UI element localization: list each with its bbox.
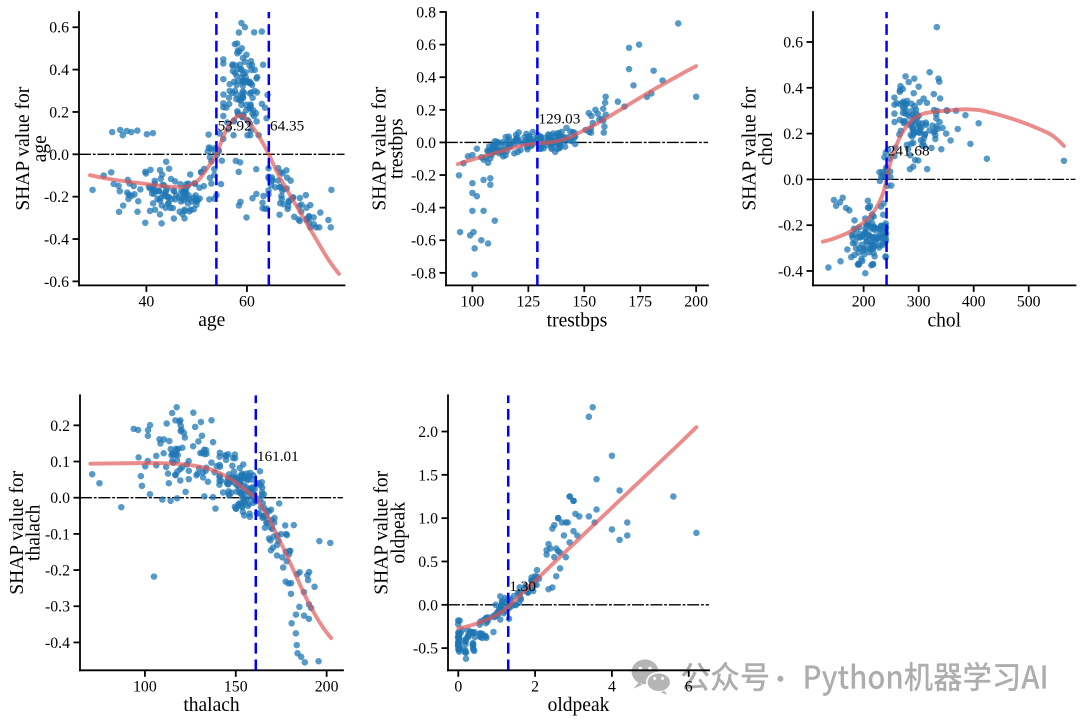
svg-text:175: 175 [628, 293, 652, 310]
svg-text:100: 100 [133, 678, 157, 695]
svg-text:1.5: 1.5 [418, 467, 438, 484]
svg-text:trestbps: trestbps [387, 118, 408, 179]
svg-text:53.92: 53.92 [218, 117, 252, 134]
svg-text:0.8: 0.8 [416, 4, 436, 21]
svg-text:100: 100 [461, 293, 485, 310]
svg-text:400: 400 [962, 293, 986, 310]
svg-text:-0.8: -0.8 [411, 265, 436, 282]
svg-text:129.03: 129.03 [539, 110, 581, 127]
svg-text:-0.2: -0.2 [411, 168, 436, 185]
svg-text:161.01: 161.01 [257, 448, 299, 465]
svg-text:60: 60 [239, 293, 255, 310]
svg-text:chol: chol [927, 310, 961, 331]
svg-text:241.68: 241.68 [888, 143, 930, 160]
svg-text:oldpeak: oldpeak [388, 502, 409, 564]
svg-text:200: 200 [852, 293, 876, 310]
svg-text:-0.4: -0.4 [411, 200, 436, 217]
svg-text:age: age [30, 135, 51, 162]
svg-text:SHAP value for: SHAP value for [7, 470, 28, 594]
svg-text:0.0: 0.0 [783, 172, 803, 189]
svg-text:40: 40 [138, 293, 154, 310]
svg-text:0.6: 0.6 [783, 34, 803, 51]
svg-text:0.6: 0.6 [416, 37, 436, 54]
svg-text:4: 4 [608, 678, 616, 695]
svg-text:0.0: 0.0 [416, 135, 436, 152]
svg-text:-0.2: -0.2 [778, 218, 803, 235]
svg-text:SHAP value for: SHAP value for [371, 470, 392, 594]
svg-text:-0.4: -0.4 [45, 635, 70, 652]
svg-text:0.0: 0.0 [49, 147, 69, 164]
svg-text:SHAP value for: SHAP value for [13, 86, 34, 210]
svg-text:-0.4: -0.4 [778, 263, 803, 280]
svg-text:0.4: 0.4 [416, 70, 436, 87]
svg-text:chol: chol [756, 131, 777, 165]
svg-text:0.2: 0.2 [49, 104, 69, 121]
svg-text:0: 0 [454, 678, 462, 695]
svg-text:thalach: thalach [24, 504, 45, 561]
svg-text:0.4: 0.4 [783, 80, 803, 97]
svg-text:2.0: 2.0 [418, 424, 438, 441]
svg-text:age: age [198, 310, 225, 331]
svg-text:0.4: 0.4 [49, 62, 69, 79]
svg-text:0.2: 0.2 [783, 126, 803, 143]
svg-text:-0.3: -0.3 [45, 599, 70, 616]
svg-text:oldpeak: oldpeak [548, 695, 610, 716]
svg-text:150: 150 [572, 293, 596, 310]
svg-text:-0.6: -0.6 [44, 274, 69, 291]
svg-text:-0.2: -0.2 [44, 189, 69, 206]
svg-text:thalach: thalach [183, 695, 240, 716]
svg-text:-0.6: -0.6 [411, 233, 436, 250]
svg-text:0.0: 0.0 [418, 597, 438, 614]
svg-text:SHAP value for: SHAP value for [739, 86, 760, 210]
svg-text:0.2: 0.2 [416, 102, 436, 119]
svg-text:-0.4: -0.4 [44, 232, 69, 249]
svg-text:0.5: 0.5 [418, 554, 438, 571]
svg-text:-0.2: -0.2 [45, 563, 70, 580]
svg-text:200: 200 [315, 678, 339, 695]
svg-text:6: 6 [685, 678, 693, 695]
svg-text:2: 2 [531, 678, 539, 695]
svg-text:0.1: 0.1 [50, 454, 70, 471]
svg-text:1.30: 1.30 [509, 578, 536, 595]
svg-text:trestbps: trestbps [547, 310, 608, 331]
svg-text:0.0: 0.0 [50, 490, 70, 507]
svg-text:-0.1: -0.1 [45, 526, 70, 543]
svg-text:150: 150 [224, 678, 248, 695]
svg-text:500: 500 [1017, 293, 1041, 310]
svg-text:SHAP value for: SHAP value for [370, 86, 391, 210]
svg-text:0.2: 0.2 [50, 418, 70, 435]
svg-text:-0.5: -0.5 [413, 641, 438, 658]
svg-text:0.6: 0.6 [49, 20, 69, 37]
svg-text:200: 200 [684, 293, 708, 310]
svg-text:64.35: 64.35 [270, 117, 304, 134]
svg-text:300: 300 [907, 293, 931, 310]
svg-text:1.0: 1.0 [418, 511, 438, 528]
svg-text:125: 125 [516, 293, 540, 310]
